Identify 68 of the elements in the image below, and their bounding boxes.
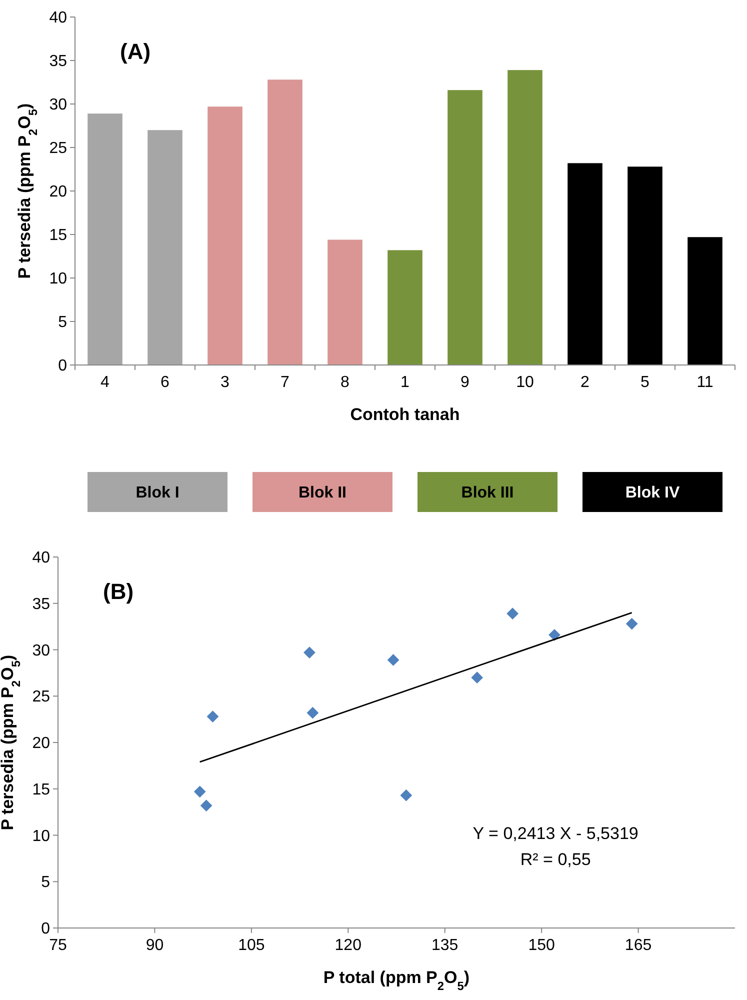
text: (B): [103, 579, 134, 604]
point: [304, 646, 316, 658]
bar: [628, 166, 662, 365]
y-tick-label: 20: [32, 735, 50, 752]
x-axis-title: Contoh tanah: [350, 405, 460, 424]
x-tick-label: 120: [334, 937, 362, 954]
x-tick-label: 10: [516, 374, 534, 391]
y-tick-label: 10: [49, 270, 68, 288]
x-tick-label: 9: [460, 374, 470, 391]
y-tick-label: 15: [49, 227, 68, 244]
y-tick-label: 20: [49, 184, 68, 201]
annotation: Y = 0,2413 X - 5,5319: [472, 824, 638, 843]
x-tick-label: 1: [400, 374, 410, 391]
y-tick-label: 10: [32, 828, 50, 845]
y-tick-label: 30: [32, 642, 50, 660]
point: [506, 608, 518, 620]
y-tick-label: 15: [32, 781, 50, 798]
point: [306, 706, 319, 719]
bar: [688, 237, 722, 365]
bar: [388, 250, 422, 365]
point: [206, 710, 219, 722]
point: [387, 654, 400, 666]
x-tick-label: 4: [100, 374, 110, 391]
annotation: R² = 0,55: [520, 850, 591, 869]
y-tick-label: 40: [32, 550, 50, 567]
y-tick-label: 40: [49, 10, 68, 27]
bar: [448, 90, 482, 365]
x-tick-label: 165: [624, 937, 652, 954]
x-tick-label: 105: [238, 937, 265, 954]
y-tick-label: 5: [41, 874, 50, 892]
bar: [508, 70, 542, 365]
x-tick-label: 75: [49, 937, 67, 954]
y-tick-label: 30: [49, 96, 68, 114]
point: [400, 789, 412, 802]
x-tick-label: 150: [528, 937, 556, 954]
point: [200, 800, 212, 812]
point: [194, 786, 206, 798]
text: Blok IV: [625, 484, 680, 502]
y-tick-label: 0: [58, 358, 68, 375]
bar: [328, 240, 362, 365]
point: [626, 618, 638, 630]
x-tick-label: 135: [432, 937, 458, 954]
x-tick-label: 5: [640, 374, 650, 391]
x-tick-label: 2: [580, 374, 590, 391]
y-tick-label: 5: [58, 314, 68, 332]
text: Blok I: [136, 484, 180, 502]
x-tick-label: 6: [160, 374, 170, 391]
bar: [88, 114, 122, 365]
x-tick-label: 11: [696, 374, 714, 391]
x-tick-label: 3: [220, 374, 230, 391]
text: Blok III: [461, 484, 514, 502]
text: Blok II: [298, 484, 347, 502]
point: [548, 628, 560, 641]
y-tick-label: 25: [32, 688, 50, 706]
bar: [208, 106, 242, 365]
y-tick-label: 35: [32, 596, 50, 613]
y-tick-label: 35: [49, 53, 68, 70]
x-axis-title: P total (ppm P$_{2}$O$_{5}$): [323, 968, 470, 993]
point: [471, 672, 484, 684]
bar: [568, 163, 602, 365]
bar: [148, 130, 182, 365]
y-tick-label: 25: [49, 140, 68, 158]
x-tick-label: 7: [280, 374, 290, 391]
x-tick-label: 8: [340, 374, 350, 391]
bar: [268, 80, 302, 365]
text: (A): [120, 39, 151, 64]
y-tick-label: 0: [41, 920, 50, 938]
x-tick-label: 90: [146, 937, 164, 954]
